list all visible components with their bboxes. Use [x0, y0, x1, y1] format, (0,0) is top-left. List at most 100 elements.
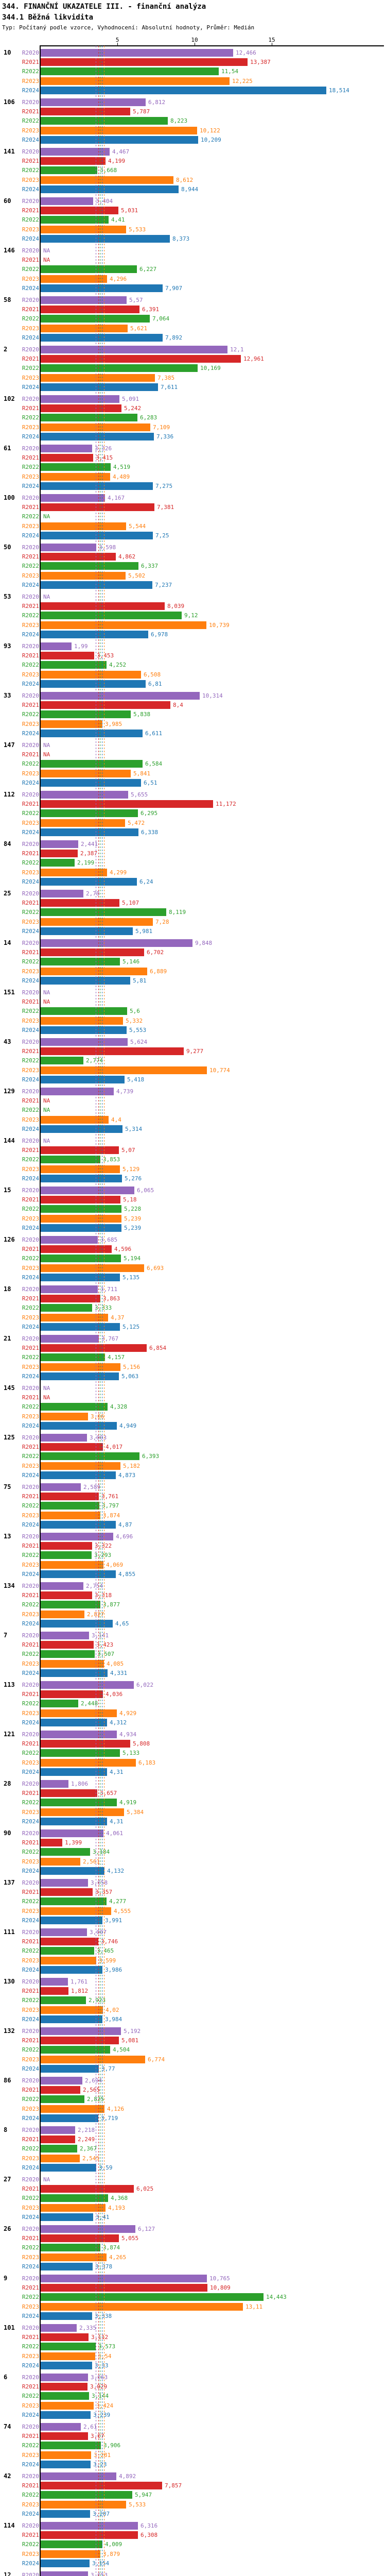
bar-value-label: 5,655	[131, 791, 148, 798]
bar-value-label: 2,367	[80, 2145, 97, 2152]
bar-R2024	[41, 2461, 91, 2468]
bar-R2020	[41, 2225, 135, 2233]
series-label-R2021: R2021	[22, 900, 39, 906]
bar-value-label: 11,54	[221, 68, 239, 75]
bar-value-label: 3,326	[95, 445, 112, 452]
bar-R2024	[41, 1224, 121, 1232]
series-label-R2023: R2023	[22, 1018, 39, 1024]
bar-value-label: 6,127	[138, 2226, 155, 2232]
bar-R2022	[41, 2046, 110, 2054]
series-label-R2023: R2023	[22, 919, 39, 925]
group-id-label: 111	[4, 1928, 15, 1936]
series-label-R2023: R2023	[22, 572, 39, 579]
series-label-R2023: R2023	[22, 968, 39, 975]
series-label-R2021: R2021	[22, 850, 39, 857]
group-id-label: 144	[4, 1137, 15, 1144]
series-label-R2023: R2023	[22, 770, 39, 777]
bar-R2024	[41, 1125, 122, 1133]
bar-value-label: 3,54	[98, 2353, 112, 2360]
bar-value-label: 4,252	[109, 662, 127, 668]
bar-R2021	[41, 1146, 119, 1154]
bar-value-label: 3,991	[105, 1917, 122, 1924]
bar-value-label: 6,702	[147, 949, 164, 956]
bar-value-label: 3,239	[93, 2412, 110, 2418]
series-label-R2021: R2021	[22, 652, 39, 659]
series-label-R2020: R2020	[22, 1632, 39, 1639]
group-id-label: 27	[4, 2176, 11, 2183]
series-label-R2020: R2020	[22, 2572, 39, 2576]
series-label-R2021: R2021	[22, 504, 39, 511]
bar-R2021	[41, 2284, 207, 2292]
bar-R2024	[41, 482, 153, 490]
group-id-label: 9	[4, 2275, 8, 2282]
bar-value-label: 5,472	[128, 820, 145, 826]
group-id-label: 21	[4, 1335, 11, 1342]
series-label-R2022: R2022	[22, 2541, 39, 2548]
bar-value-label: 4,929	[119, 1710, 137, 1717]
na-value-label: NA	[43, 1097, 50, 1104]
bar-value-label: 3,338	[95, 2313, 112, 2319]
series-label-R2020: R2020	[22, 1434, 39, 1441]
bar-value-label: 6,283	[140, 414, 157, 421]
bar-R2023	[41, 1512, 100, 1519]
bar-value-label: 2,335	[79, 2325, 97, 2331]
bar-R2020	[41, 544, 96, 551]
group-id-label: 114	[4, 2522, 15, 2529]
group-id-label: 134	[4, 1582, 15, 1589]
bar-R2022	[41, 2293, 264, 2301]
bar-value-label: 6,295	[141, 810, 158, 817]
series-label-R2020: R2020	[22, 1731, 39, 1738]
bar-R2020	[41, 2571, 88, 2576]
bar-value-label: 2,78	[86, 890, 100, 897]
group-id-label: 141	[4, 148, 15, 155]
bar-R2021	[41, 1641, 94, 1649]
bar-value-label: 10,739	[209, 622, 230, 629]
bar-value-label: 14,443	[266, 2294, 287, 2300]
bar-R2021	[41, 1987, 68, 1995]
series-label-R2022: R2022	[22, 1502, 39, 1509]
series-label-R2020: R2020	[22, 2176, 39, 2183]
bar-R2022	[41, 2194, 108, 2202]
group-id-label: 130	[4, 1978, 15, 1985]
series-label-R2024: R2024	[22, 2065, 39, 2072]
series-label-R2020: R2020	[22, 940, 39, 946]
series-label-R2022: R2022	[22, 1354, 39, 1361]
bar-R2023	[41, 1561, 103, 1569]
series-label-R2021: R2021	[22, 2235, 39, 2242]
series-label-R2024: R2024	[22, 1769, 39, 1775]
bar-R2024	[41, 2362, 92, 2369]
bar-value-label: 3,573	[98, 2343, 116, 2350]
na-value-label: NA	[43, 1394, 50, 1401]
chart-meta: Typ: Počítaný podle vzorce, Vyhodnocení:…	[2, 24, 255, 31]
series-label-R2023: R2023	[22, 2106, 39, 2112]
bar-value-label: 3,184	[93, 1849, 110, 1855]
series-label-R2022: R2022	[22, 216, 39, 223]
bar-R2020	[41, 1978, 68, 1986]
bar-R2023	[41, 1116, 109, 1124]
series-label-R2022: R2022	[22, 760, 39, 767]
bar-R2021	[41, 652, 94, 659]
bar-R2020	[41, 692, 200, 700]
bar-R2022	[41, 2442, 101, 2449]
bar-value-label: 4,519	[113, 464, 131, 470]
bar-R2023	[41, 819, 125, 827]
bar-R2023	[41, 2402, 94, 2410]
group-id-label: 50	[4, 544, 11, 551]
bar-value-label: 12,225	[232, 78, 253, 84]
bar-R2023	[41, 1314, 108, 1321]
bar-R2024	[41, 1620, 113, 1628]
series-label-R2021: R2021	[22, 1444, 39, 1450]
bar-R2021	[41, 1245, 112, 1253]
group-id-label: 90	[4, 1829, 11, 1837]
bar-R2021	[41, 2333, 89, 2341]
series-label-R2022: R2022	[22, 2442, 39, 2449]
bar-value-label: 3,719	[101, 2115, 118, 2122]
series-label-R2023: R2023	[22, 78, 39, 84]
bar-value-label: 8,119	[169, 909, 186, 916]
series-label-R2020: R2020	[22, 148, 39, 155]
bar-R2021	[41, 2086, 80, 2094]
group-id-label: 43	[4, 1038, 11, 1045]
series-label-R2020: R2020	[22, 198, 39, 205]
series-label-R2022: R2022	[22, 1255, 39, 1262]
series-label-R2024: R2024	[22, 1472, 39, 1479]
